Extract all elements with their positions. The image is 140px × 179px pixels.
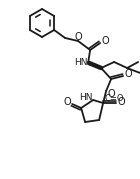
Text: HN: HN [79,93,93,101]
Text: O: O [63,97,71,107]
Text: O: O [107,89,115,99]
Text: HN: HN [74,57,88,67]
Text: C=O: C=O [104,93,124,103]
Text: O: O [124,69,132,79]
Text: O: O [75,32,82,42]
Text: O: O [117,97,125,107]
Text: O: O [101,36,109,46]
